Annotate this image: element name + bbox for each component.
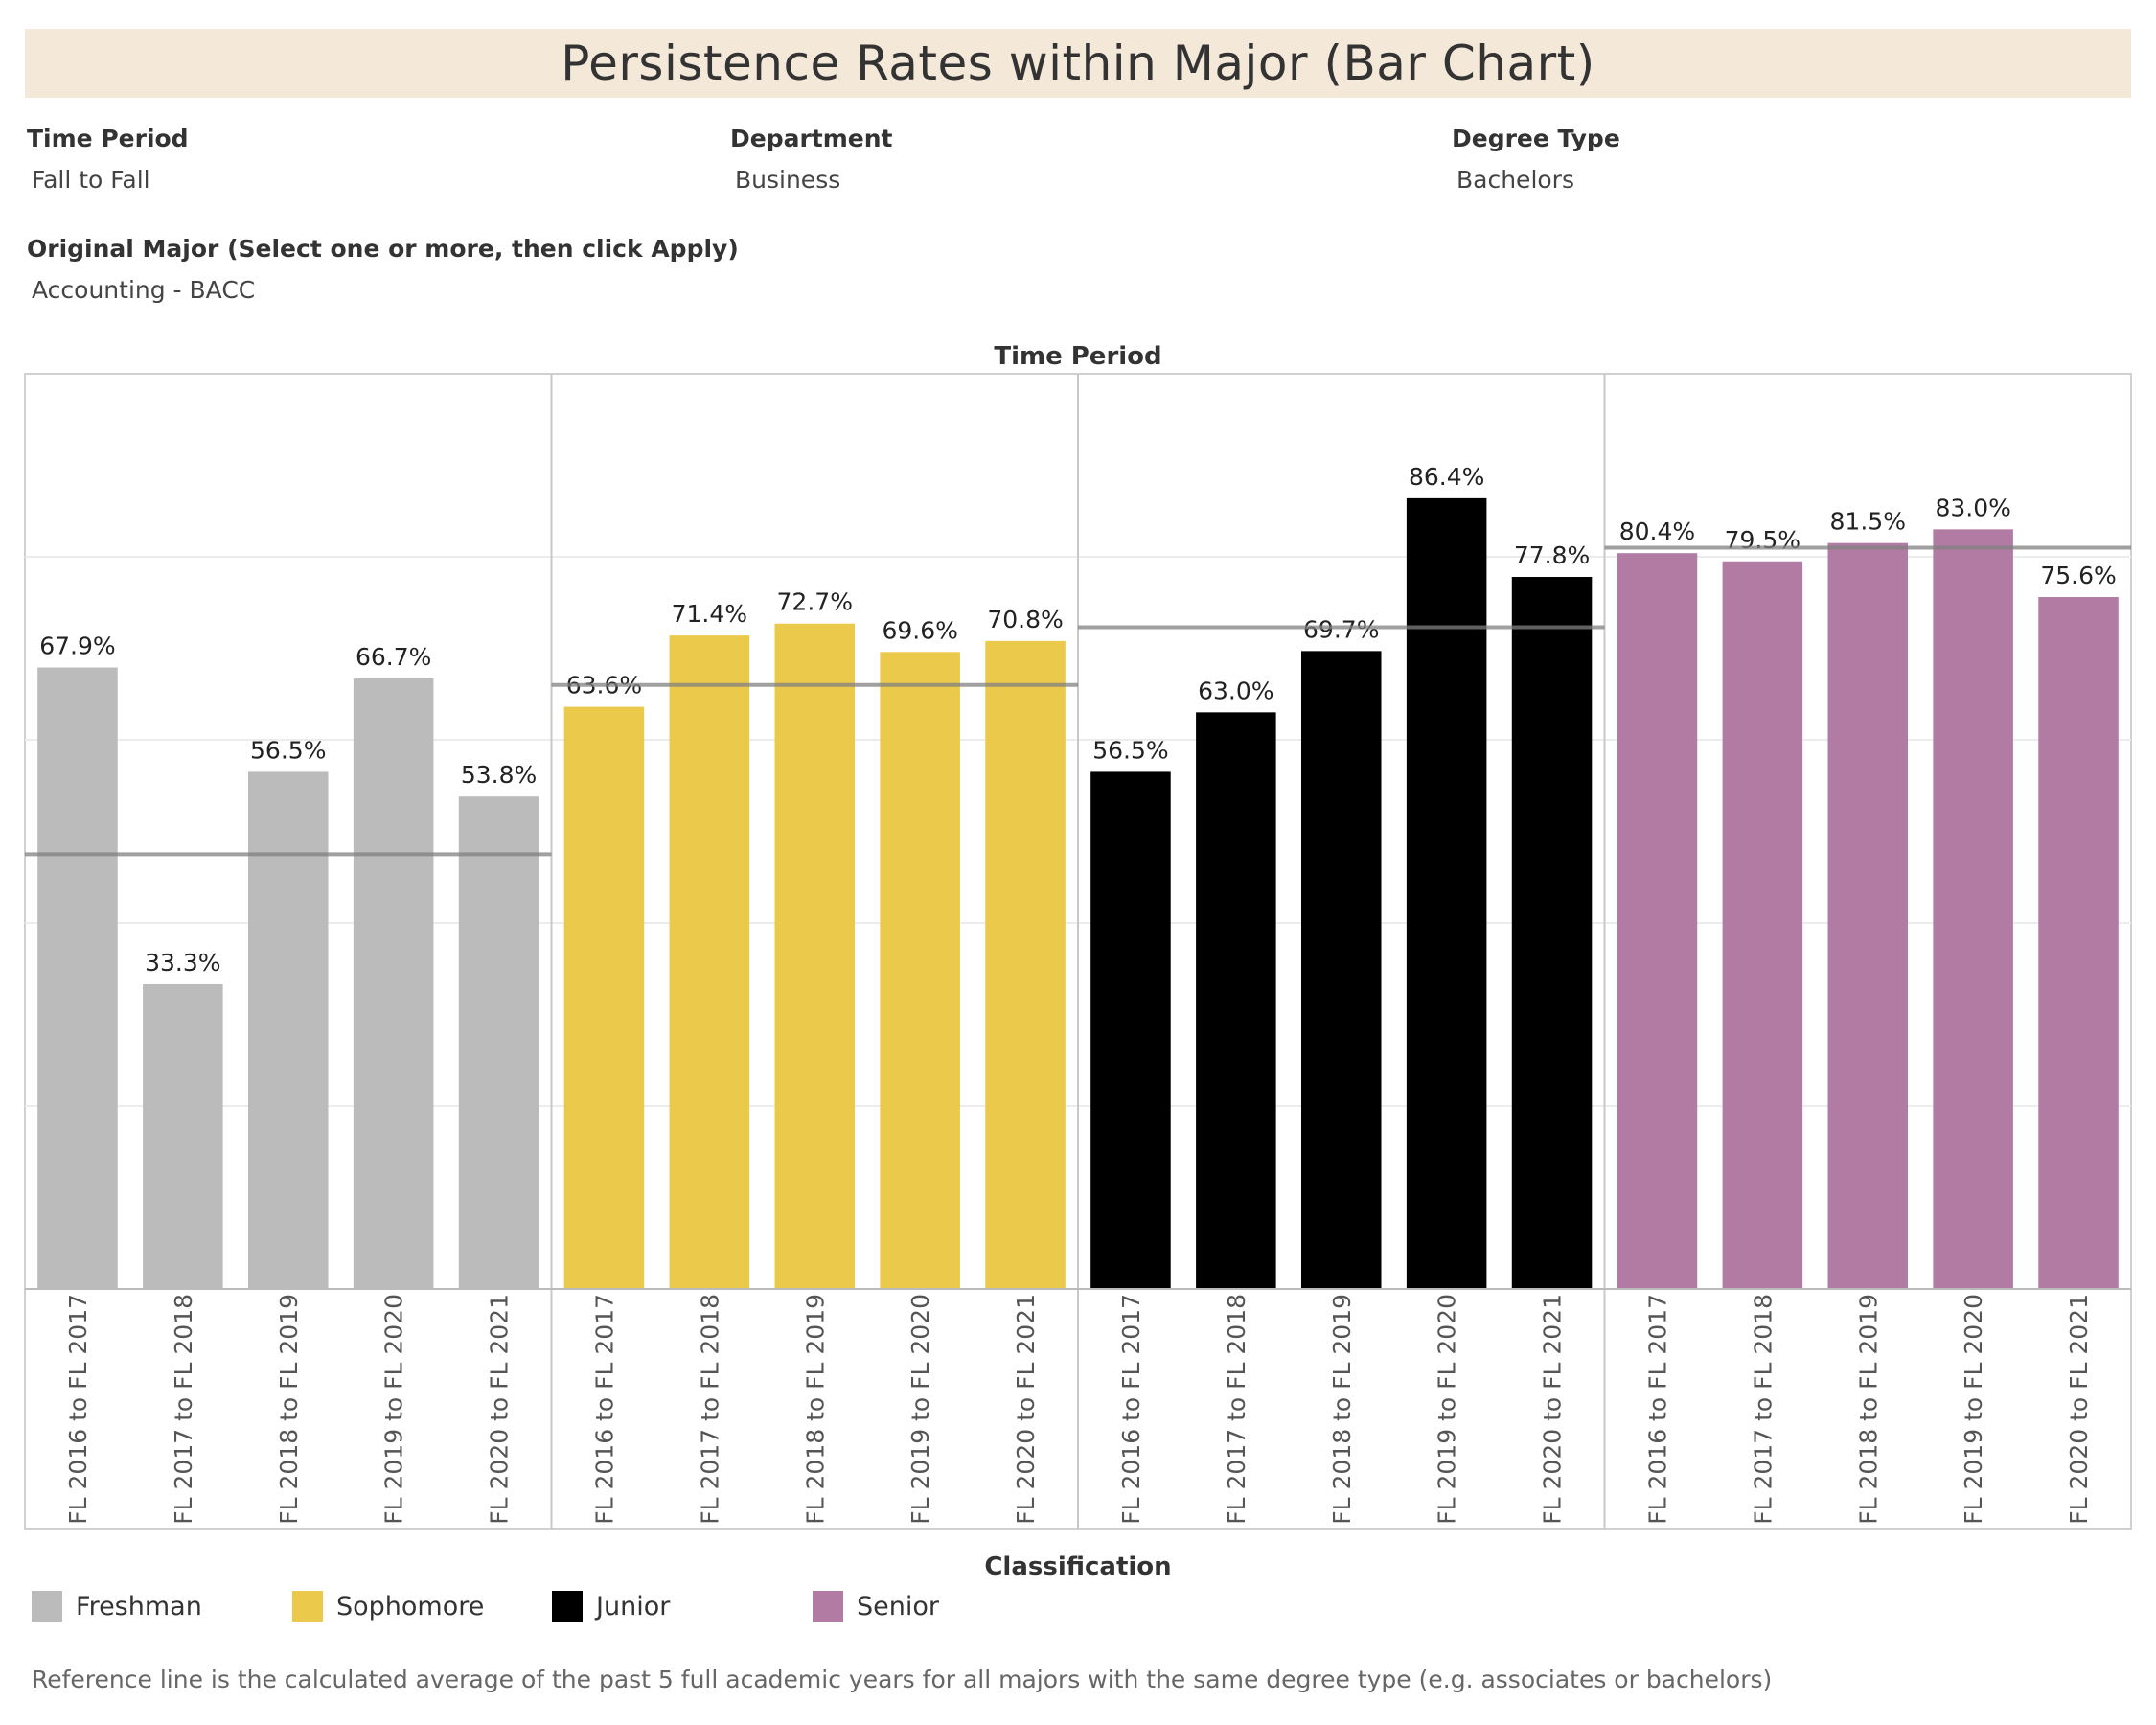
filter-label: Time Period	[27, 125, 189, 152]
data-label: 56.5%	[250, 736, 326, 764]
x-tick-label: FL 2020 to FL 2021	[2065, 1294, 2093, 1525]
data-label: 83.0%	[1935, 494, 2010, 521]
legend-swatch	[813, 1591, 843, 1622]
data-label: 80.4%	[1619, 518, 1695, 545]
x-tick-label: FL 2019 to FL 2020	[380, 1294, 408, 1525]
data-label: 70.8%	[987, 606, 1063, 633]
filter-department[interactable]: Department Business	[730, 125, 893, 194]
x-tick-label: FL 2019 to FL 2020	[1960, 1294, 1987, 1525]
x-tick-label: FL 2019 to FL 2020	[906, 1294, 934, 1525]
x-tick-label: FL 2017 to FL 2018	[1223, 1294, 1250, 1525]
bar	[1617, 553, 1698, 1289]
data-label: 53.8%	[461, 761, 537, 789]
legend-swatch	[552, 1591, 583, 1622]
legend-label: Freshman	[76, 1591, 202, 1622]
filter-value[interactable]: Fall to Fall	[32, 166, 150, 194]
data-label: 56.5%	[1092, 736, 1168, 764]
x-tick-label: FL 2017 to FL 2018	[1749, 1294, 1777, 1525]
x-tick-label: FL 2019 to FL 2020	[1434, 1294, 1461, 1525]
bar	[1090, 771, 1171, 1289]
x-tick-label: FL 2020 to FL 2021	[486, 1294, 514, 1525]
bar	[247, 771, 329, 1289]
data-label: 71.4%	[672, 600, 747, 628]
bar	[1827, 542, 1909, 1289]
x-tick-label: FL 2018 to FL 2019	[1328, 1294, 1356, 1525]
x-tick-label: FL 2016 to FL 2017	[1117, 1294, 1145, 1525]
data-label: 33.3%	[145, 949, 220, 977]
bar	[37, 667, 118, 1289]
bar	[1406, 497, 1487, 1289]
x-tick-label: FL 2016 to FL 2017	[1643, 1294, 1671, 1525]
data-label: 72.7%	[777, 588, 853, 616]
data-label: 69.7%	[1303, 615, 1379, 643]
data-label: 69.6%	[882, 616, 957, 644]
x-tick-label: FL 2017 to FL 2018	[696, 1294, 723, 1525]
filter-label: Original Major (Select one or more, then…	[27, 235, 739, 263]
legend-item-junior[interactable]: Junior	[552, 1591, 670, 1622]
x-tick-label: FL 2020 to FL 2021	[1012, 1294, 1040, 1525]
bar	[563, 706, 645, 1289]
x-tick-label: FL 2016 to FL 2017	[590, 1294, 618, 1525]
bar	[1300, 651, 1382, 1289]
title-bar: Persistence Rates within Major (Bar Char…	[25, 29, 2131, 98]
x-tick-label: FL 2018 to FL 2019	[275, 1294, 303, 1525]
x-tick-label: FL 2016 to FL 2017	[64, 1294, 92, 1525]
filter-value[interactable]: Accounting - BACC	[32, 276, 256, 304]
data-label: 77.8%	[1514, 541, 1590, 569]
legend-swatch	[292, 1591, 323, 1622]
legend-swatch	[32, 1591, 62, 1622]
column-header: Time Period	[994, 342, 1161, 371]
bar	[143, 983, 223, 1289]
filter-time-period[interactable]: Time Period Fall to Fall	[27, 125, 189, 194]
legend-label: Sophomore	[336, 1591, 485, 1622]
bar	[1933, 529, 2013, 1289]
bar	[353, 678, 434, 1289]
bar	[1196, 712, 1276, 1289]
x-tick-label: FL 2018 to FL 2019	[1854, 1294, 1882, 1525]
bar	[458, 796, 539, 1289]
filter-degree-type[interactable]: Degree Type Bachelors	[1452, 125, 1620, 194]
filter-label: Department	[730, 125, 893, 152]
legend-label: Senior	[857, 1591, 939, 1622]
legend-item-senior[interactable]: Senior	[813, 1591, 939, 1622]
bar	[1511, 577, 1593, 1289]
x-tick-label: FL 2020 to FL 2021	[1539, 1294, 1567, 1525]
filter-label: Degree Type	[1452, 125, 1620, 152]
data-label: 75.6%	[2040, 562, 2116, 589]
filter-value[interactable]: Business	[735, 166, 841, 194]
legend-label: Junior	[596, 1591, 671, 1622]
data-label: 67.9%	[39, 632, 115, 660]
bar	[985, 640, 1066, 1289]
data-label: 66.7%	[356, 643, 431, 671]
bar	[774, 623, 856, 1289]
legend-item-sophomore[interactable]: Sophomore	[292, 1591, 484, 1622]
bar	[1722, 561, 1803, 1289]
bar	[2038, 597, 2119, 1289]
bar	[669, 635, 750, 1289]
filter-value[interactable]: Bachelors	[1456, 166, 1574, 194]
footnote: Reference line is the calculated average…	[32, 1666, 1773, 1693]
filter-original-major[interactable]: Original Major (Select one or more, then…	[27, 235, 739, 304]
data-label: 86.4%	[1409, 463, 1484, 491]
legend-title: Classification	[984, 1552, 1172, 1581]
x-tick-label: FL 2018 to FL 2019	[801, 1294, 829, 1525]
legend-item-freshman[interactable]: Freshman	[32, 1591, 202, 1622]
data-label: 81.5%	[1830, 508, 1906, 536]
data-label: 63.0%	[1198, 677, 1273, 704]
page-title: Persistence Rates within Major (Bar Char…	[561, 35, 1595, 91]
bar	[880, 652, 960, 1289]
bar-chart: Time Period 67.9% FL 2016 to FL 2017 33.3% F…	[24, 342, 2132, 1530]
x-tick-label: FL 2017 to FL 2018	[170, 1294, 197, 1525]
